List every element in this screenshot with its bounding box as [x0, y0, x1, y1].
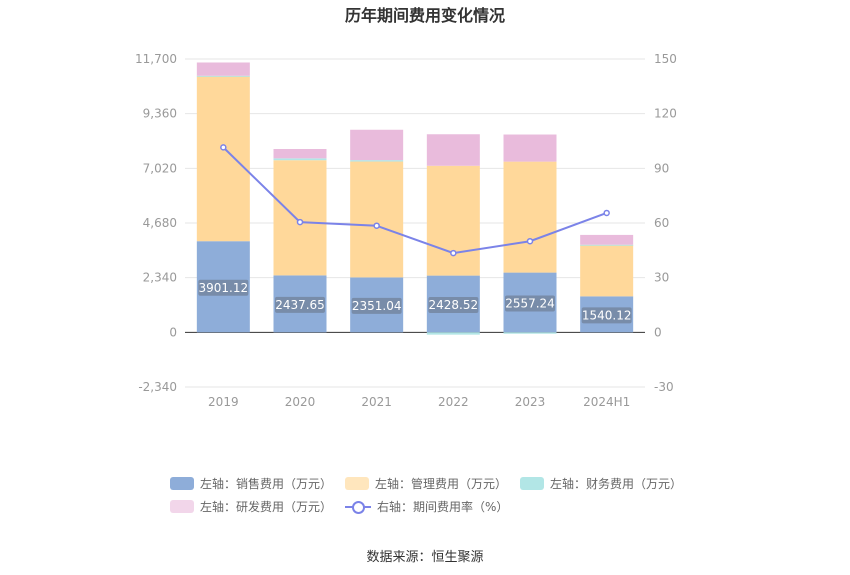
left-axis-tick: 0: [169, 325, 177, 339]
left-axis-tick: 7,020: [143, 161, 177, 175]
legend-swatch-finance: [520, 477, 544, 490]
data-label-bg: [428, 296, 479, 313]
data-label-bg: [198, 279, 249, 296]
legend-label-rd: 左轴：研发费用（万元）: [200, 500, 333, 514]
chart-legend: 左轴：销售费用（万元） 左轴：管理费用（万元） 左轴：财务费用（万元） 左轴：研…: [170, 472, 710, 518]
legend-swatch-admin: [345, 477, 369, 490]
data-label: 2557.24: [505, 296, 555, 310]
bar-segment-finance: [503, 332, 557, 334]
bar-segment-admin: [273, 160, 327, 276]
right-axis-tick: 90: [654, 161, 669, 175]
legend-swatch-rd: [170, 500, 194, 513]
bar-segment-rd: [196, 62, 250, 76]
bar-segment-sales: [426, 275, 480, 333]
rate-point: [220, 144, 227, 151]
left-axis-tick: 9,360: [143, 107, 177, 121]
rate-point: [296, 218, 304, 226]
data-label-bg: [581, 307, 632, 324]
right-axis-tick: -30: [654, 380, 674, 394]
x-axis-tick: 2023: [515, 395, 546, 409]
data-label-bg: [505, 295, 555, 312]
right-axis-tick: 30: [654, 271, 669, 285]
bar-segment-rd: [273, 148, 327, 159]
legend-item-finance[interactable]: 左轴：财务费用（万元）: [520, 475, 695, 492]
bar-segment-finance: [350, 160, 404, 162]
bar-segment-finance: [426, 332, 480, 335]
right-axis-tick: 0: [654, 325, 662, 339]
data-label: 2351.04: [352, 299, 402, 313]
legend-label-admin: 左轴：管理费用（万元）: [375, 477, 508, 491]
bar-segment-admin: [426, 165, 480, 276]
rate-point: [526, 237, 534, 245]
data-label: 2428.52: [429, 298, 479, 312]
right-axis-tick: 120: [654, 107, 677, 121]
legend-item-admin[interactable]: 左轴：管理费用（万元）: [345, 475, 520, 492]
left-axis-tick: 2,340: [143, 271, 177, 285]
legend-swatch-sales: [170, 477, 194, 490]
x-axis-tick: 2019: [208, 395, 239, 409]
bar-segment-rd: [426, 134, 480, 166]
bar-segment-admin: [350, 161, 404, 278]
bar-segment-finance: [580, 244, 634, 246]
chart-title: 历年期间费用变化情况: [344, 6, 505, 25]
data-source-note: 数据来源：恒生聚源: [366, 550, 484, 565]
chart-plot: 11,700 150 9,360 120 7,020 90 4,680 60 2,340 30 0 0…: [135, 52, 677, 409]
rate-line: [222, 146, 608, 255]
bar-segment-sales: [350, 277, 404, 333]
rate-point: [373, 222, 380, 229]
bar-segment-admin: [580, 244, 634, 297]
bar-segment-sales: [196, 241, 250, 333]
bar-segment-finance: [273, 158, 327, 161]
data-label: 3901.12: [199, 281, 249, 295]
left-axis-tick: 4,680: [143, 216, 177, 230]
data-label: 1540.12: [582, 308, 632, 322]
x-axis-tick: 2021: [361, 395, 392, 409]
legend-line-rate-icon: [345, 500, 371, 514]
rate-point: [603, 209, 610, 217]
legend-label-finance: 左轴：财务费用（万元）: [550, 477, 683, 491]
bar-segment-sales: [273, 275, 327, 333]
legend-item-sales[interactable]: 左轴：销售费用（万元）: [170, 475, 345, 492]
rate-point: [450, 249, 457, 257]
bar-segment-admin: [196, 76, 250, 242]
legend-item-rd[interactable]: 左轴：研发费用（万元）: [170, 498, 345, 515]
bar-segment-sales: [503, 272, 557, 333]
legend-label-rate: 右轴：期间费用率（%）: [377, 500, 509, 514]
data-label: 2437.65: [275, 298, 325, 312]
right-axis-tick: 60: [654, 216, 669, 230]
bar-segment-sales: [580, 296, 634, 333]
bar-segment-rd: [580, 234, 634, 245]
x-axis-tick: 2024H1: [583, 395, 630, 409]
x-axis-tick: 2022: [438, 395, 469, 409]
bar-segment-rd: [503, 134, 557, 162]
bar-segment-admin: [503, 161, 557, 273]
right-axis-tick: 150: [654, 52, 677, 66]
x-axis-tick: 2020: [285, 395, 316, 409]
bar-segment-finance: [196, 75, 250, 77]
bar-segment-rd: [350, 129, 404, 161]
data-label-bg: [275, 296, 325, 313]
left-axis-tick: -2,340: [138, 380, 177, 394]
data-label-bg: [351, 297, 402, 314]
left-axis-tick: 11,700: [135, 52, 177, 66]
legend-item-rate[interactable]: 右轴：期间费用率（%）: [345, 498, 520, 515]
legend-label-sales: 左轴：销售费用（万元）: [200, 477, 333, 491]
